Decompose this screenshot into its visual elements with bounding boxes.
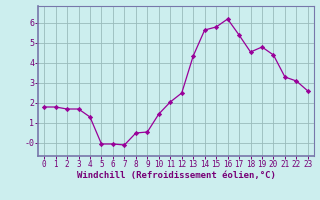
X-axis label: Windchill (Refroidissement éolien,°C): Windchill (Refroidissement éolien,°C) [76,171,276,180]
